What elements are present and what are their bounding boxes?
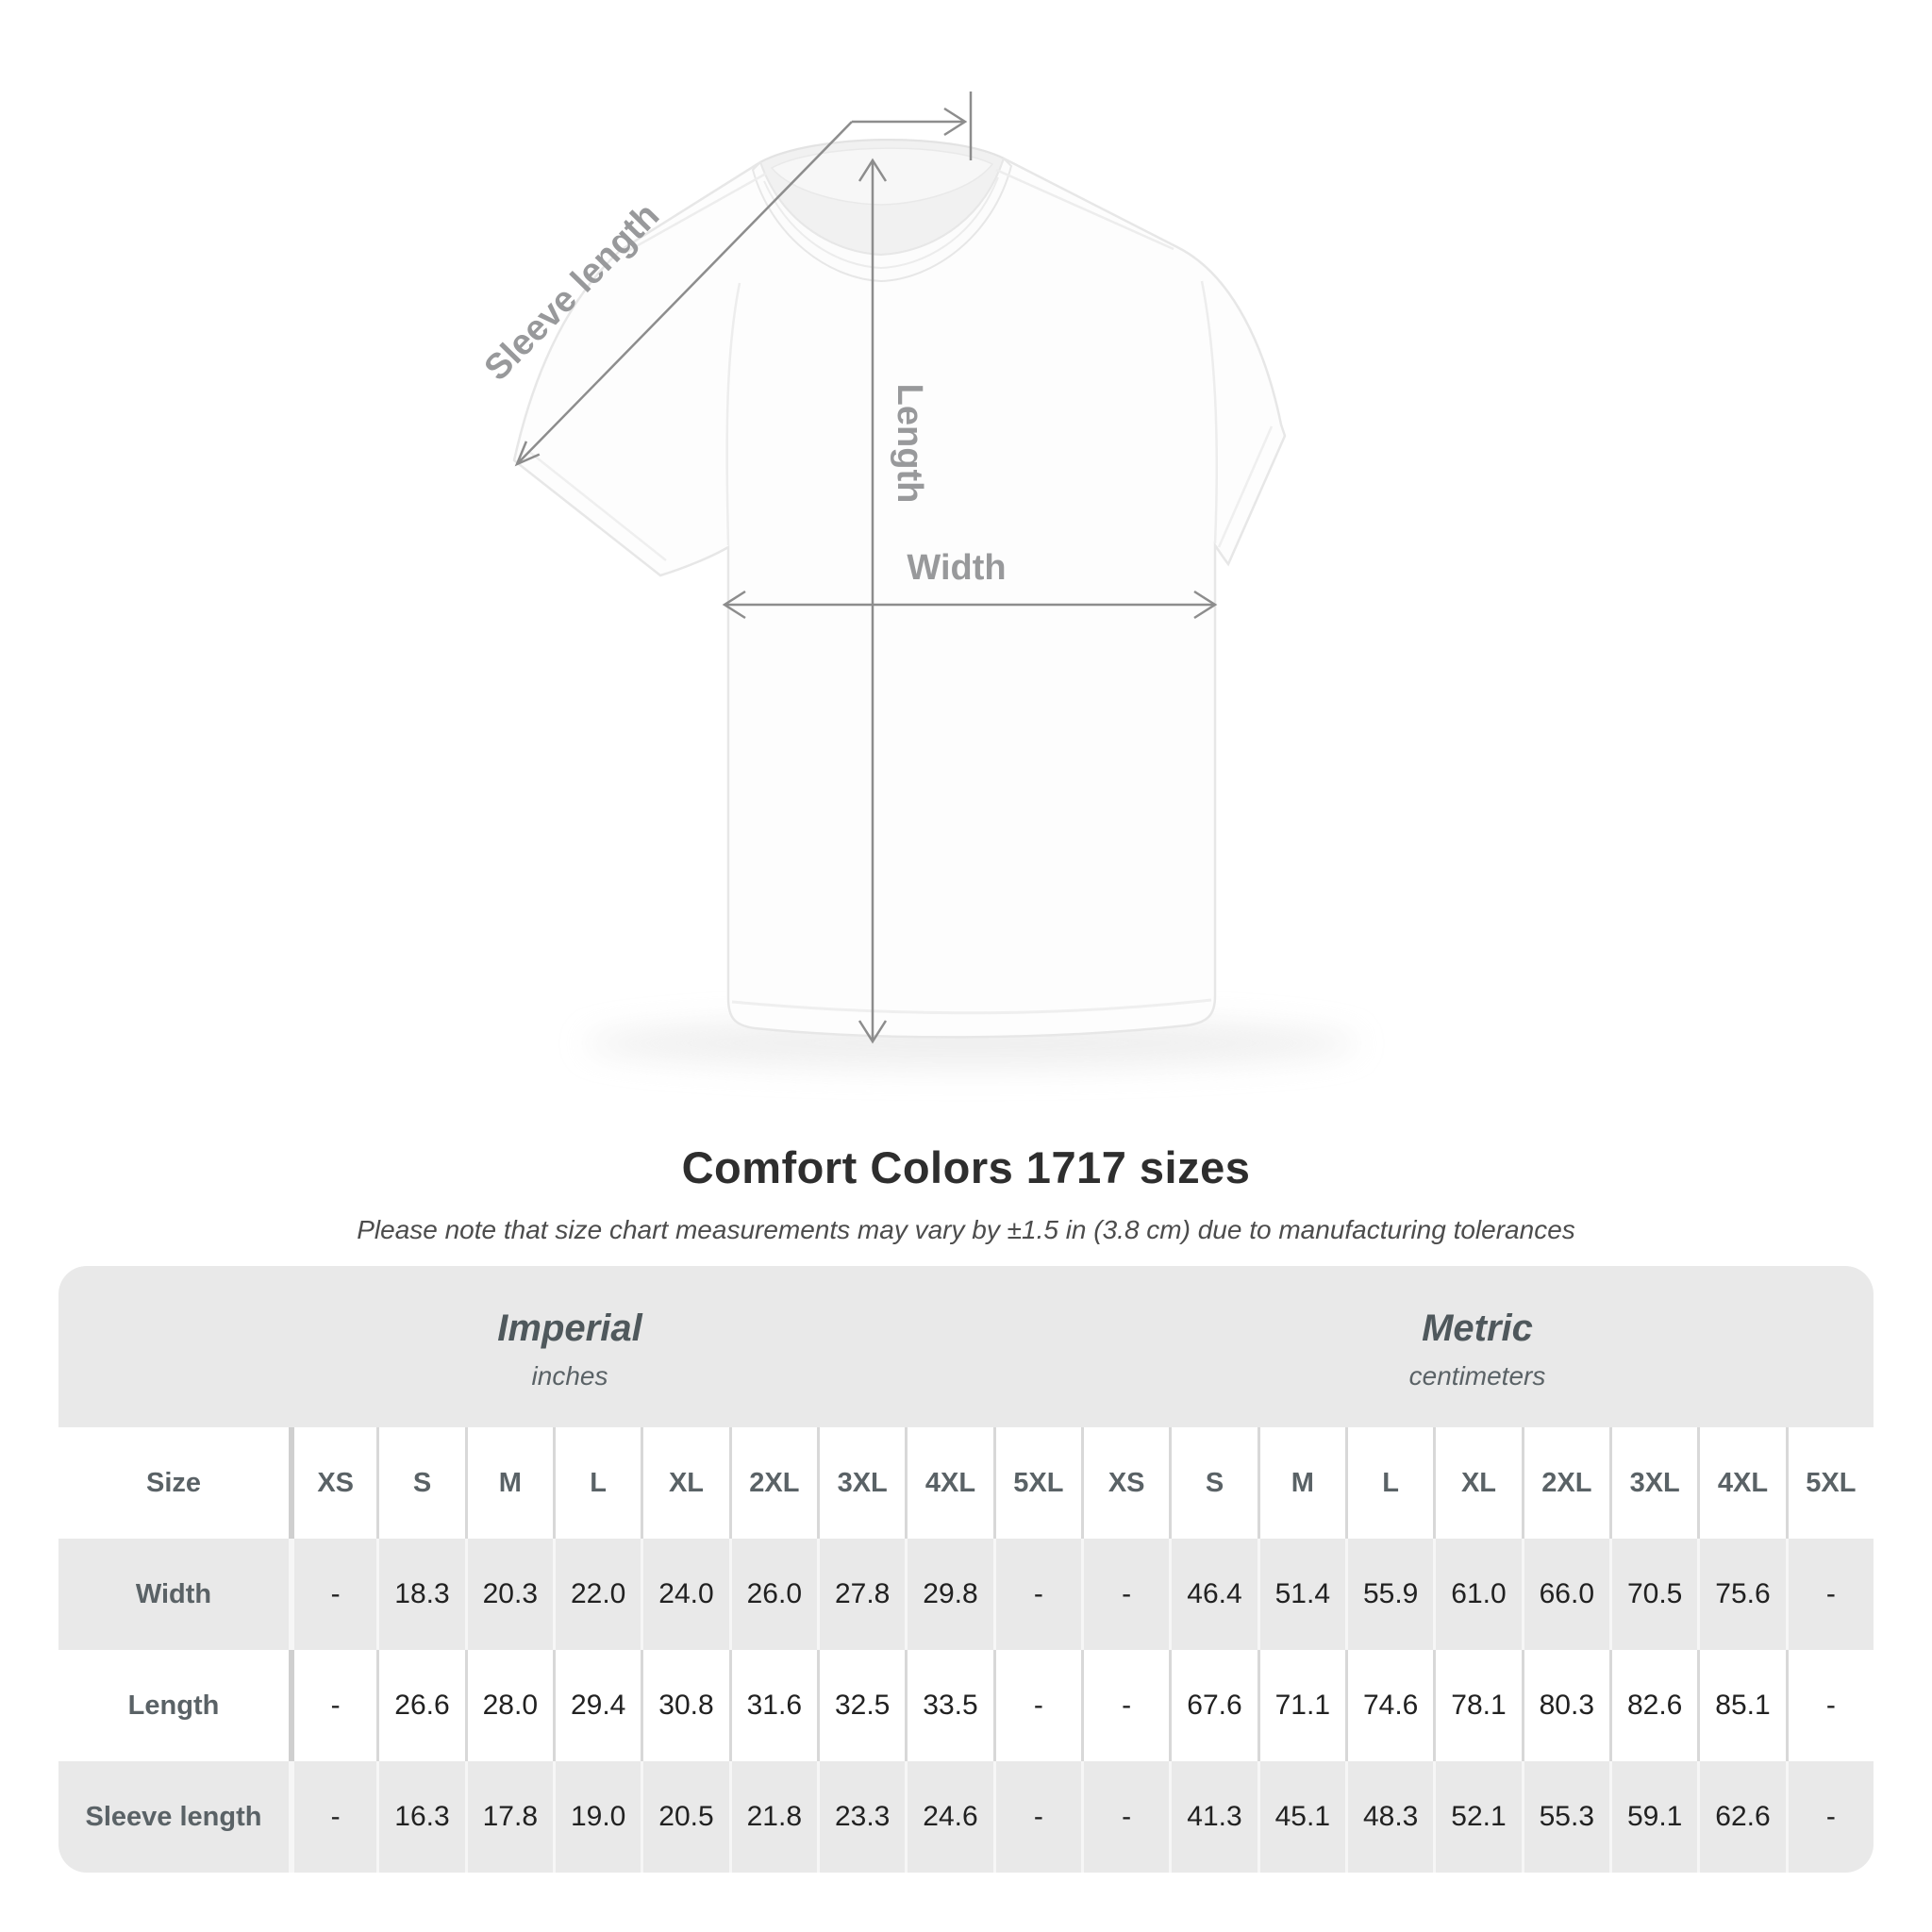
metric-label: Metric xyxy=(1422,1307,1533,1349)
size-col-header: XL xyxy=(1433,1427,1521,1539)
length-label: Length xyxy=(890,384,929,504)
measurement-value-cell: 20.3 xyxy=(464,1539,553,1650)
measurement-value-cell: 80.3 xyxy=(1521,1650,1609,1761)
size-header-row: Size XS S M L XL 2XL 3XL 4XL 5XL XS S M L XL 2XL 3XL 4XL… xyxy=(58,1427,1874,1539)
measurement-value-cell: 71.1 xyxy=(1257,1650,1345,1761)
measurement-value-cell: 33.5 xyxy=(905,1650,992,1761)
tolerance-note: Please note that size chart measurements… xyxy=(357,1215,1575,1244)
measurement-value-cell: 24.6 xyxy=(905,1761,992,1873)
length-row: Length -26.6 28.0 29.4 30.8 31.6 32.5 33.5- -67… xyxy=(58,1650,1874,1761)
measurement-value-cell: 22.0 xyxy=(553,1539,641,1650)
size-col-header: S xyxy=(376,1427,464,1539)
measurement-value-cell: 18.3 xyxy=(376,1539,464,1650)
measurement-value-cell: 16.3 xyxy=(376,1761,464,1873)
measurement-value-cell: 31.6 xyxy=(728,1650,817,1761)
measurement-value-cell: 66.0 xyxy=(1521,1539,1609,1650)
measurement-value-cell: 19.0 xyxy=(553,1761,641,1873)
measurement-value-cell: 55.9 xyxy=(1345,1539,1433,1650)
measurement-value-cell: 70.5 xyxy=(1609,1539,1697,1650)
size-chart-card: Imperial inches Metric centimeters Size … xyxy=(58,1266,1874,1873)
measurement-value-cell: - xyxy=(1785,1761,1874,1873)
measurement-value-cell: 29.4 xyxy=(553,1650,641,1761)
measurement-value-cell: 75.6 xyxy=(1697,1539,1785,1650)
measurement-value-cell: 46.4 xyxy=(1169,1539,1257,1650)
measurement-value-cell: 85.1 xyxy=(1697,1650,1785,1761)
metric-unit-label: centimeters xyxy=(1408,1361,1546,1391)
measurement-value-cell: 45.1 xyxy=(1257,1761,1345,1873)
measurement-value-cell: 78.1 xyxy=(1433,1650,1521,1761)
measurement-value-cell: 20.5 xyxy=(641,1761,728,1873)
measurement-value-cell: 82.6 xyxy=(1609,1650,1697,1761)
size-col-header: 2XL xyxy=(1521,1427,1609,1539)
tshirt-photo xyxy=(512,138,1287,1039)
measurement-value-cell: 52.1 xyxy=(1433,1761,1521,1873)
measurement-value-cell: 27.8 xyxy=(817,1539,905,1650)
row-label-length: Length xyxy=(127,1690,220,1721)
measurement-value-cell: - xyxy=(1081,1650,1169,1761)
measurement-value-cell: - xyxy=(992,1761,1081,1873)
measurement-value-cell: 48.3 xyxy=(1345,1761,1433,1873)
measurement-value-cell: 51.4 xyxy=(1257,1539,1345,1650)
measurement-value-cell: 30.8 xyxy=(641,1650,728,1761)
measurement-value-cell: 59.1 xyxy=(1609,1761,1697,1873)
tshirt-measurement-diagram: Sleeve length Length Width xyxy=(477,92,1358,1068)
row-label-width: Width xyxy=(135,1578,212,1609)
measurement-value-cell: - xyxy=(1081,1761,1169,1873)
size-col-header: 5XL xyxy=(992,1427,1081,1539)
measurement-value-cell: - xyxy=(992,1650,1081,1761)
page-title: Comfort Colors 1717 sizes xyxy=(681,1142,1251,1192)
measurement-value-cell: 28.0 xyxy=(464,1650,553,1761)
measurement-value-cell: 29.8 xyxy=(905,1539,992,1650)
size-col-header: 4XL xyxy=(1697,1427,1785,1539)
size-col-header: XL xyxy=(641,1427,728,1539)
size-col-header: 3XL xyxy=(817,1427,905,1539)
measurement-value-cell: 24.0 xyxy=(641,1539,728,1650)
measurement-value-cell: - xyxy=(289,1650,376,1761)
imperial-unit-label: inches xyxy=(531,1361,608,1391)
imperial-group-header: Imperial inches xyxy=(58,1266,1081,1427)
measurement-value-cell: 41.3 xyxy=(1169,1761,1257,1873)
measurement-value-cell: 26.0 xyxy=(728,1539,817,1650)
size-column-header: Size xyxy=(145,1467,202,1498)
measurement-value-cell: 23.3 xyxy=(817,1761,905,1873)
sleeve-length-line xyxy=(516,121,853,465)
measurement-value-cell: 61.0 xyxy=(1433,1539,1521,1650)
width-row: Width -18.3 20.3 22.0 24.0 26.0 27.8 29.8- -46.… xyxy=(58,1539,1874,1650)
measurement-value-cell: - xyxy=(1081,1539,1169,1650)
size-col-header: XS xyxy=(289,1427,376,1539)
measurement-value-cell: 62.6 xyxy=(1697,1761,1785,1873)
size-col-header: M xyxy=(464,1427,553,1539)
measurement-value-cell: - xyxy=(289,1761,376,1873)
size-col-header: XS xyxy=(1081,1427,1169,1539)
measurement-value-cell: 74.6 xyxy=(1345,1650,1433,1761)
row-label-sleeve-length: Sleeve length xyxy=(85,1801,262,1832)
measurement-lines xyxy=(514,92,1218,1044)
measurement-value-cell: 21.8 xyxy=(728,1761,817,1873)
measurement-value-cell: - xyxy=(992,1539,1081,1650)
metric-group-header: Metric centimeters xyxy=(1081,1266,1874,1427)
measurement-value-cell: - xyxy=(1785,1539,1874,1650)
width-label: Width xyxy=(907,548,1006,588)
measurement-value-cell: - xyxy=(289,1539,376,1650)
measurement-value-cell: 55.3 xyxy=(1521,1761,1609,1873)
size-col-header: S xyxy=(1169,1427,1257,1539)
measurement-value-cell: - xyxy=(1785,1650,1874,1761)
measurement-value-cell: 32.5 xyxy=(817,1650,905,1761)
measurement-value-cell: 26.6 xyxy=(376,1650,464,1761)
size-col-header: M xyxy=(1257,1427,1345,1539)
sleeve-length-row: Sleeve length -16.3 17.8 19.0 20.5 21.8 23.3 2… xyxy=(58,1761,1874,1873)
imperial-label: Imperial xyxy=(497,1307,642,1349)
size-col-header: L xyxy=(1345,1427,1433,1539)
size-col-header: 5XL xyxy=(1785,1427,1874,1539)
size-col-header: 2XL xyxy=(728,1427,817,1539)
measurement-value-cell: 17.8 xyxy=(464,1761,553,1873)
measurement-value-cell: 67.6 xyxy=(1169,1650,1257,1761)
size-col-header: L xyxy=(553,1427,641,1539)
size-col-header: 4XL xyxy=(905,1427,992,1539)
unit-group-header-row: Imperial inches Metric centimeters xyxy=(58,1266,1874,1427)
size-col-header: 3XL xyxy=(1609,1427,1697,1539)
